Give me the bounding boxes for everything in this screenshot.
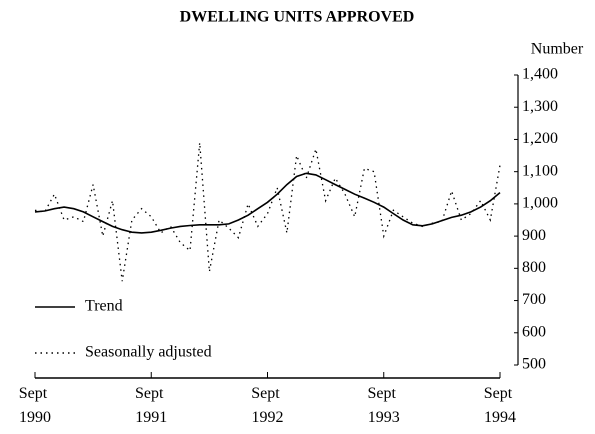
y-tick-label: 500: [522, 356, 546, 373]
x-tick-label: Sept 1990: [19, 385, 51, 426]
chart-title: DWELLING UNITS APPROVED: [180, 9, 415, 26]
x-tick-label: Sept 1994: [484, 385, 516, 426]
series-line: [34, 172, 501, 234]
y-tick-label: 700: [522, 291, 546, 308]
y-tick-label: 1,000: [522, 195, 558, 212]
x-tick-label: Sept 1992: [251, 385, 283, 426]
y-tick-label: 1,300: [522, 98, 558, 115]
y-tick-label: 1,400: [522, 66, 558, 83]
series-line: [34, 142, 501, 282]
y-tick-label: 600: [522, 323, 546, 340]
legend-label: Trend: [85, 298, 123, 315]
y-tick-label: 1,200: [522, 130, 558, 147]
legend-label: Seasonally adjusted: [85, 344, 212, 361]
x-tick-label: Sept 1993: [368, 385, 400, 426]
y-tick-label: 900: [522, 227, 546, 244]
y-tick-label: 800: [522, 259, 546, 276]
x-tick-label: Sept 1991: [135, 385, 167, 426]
y-axis-label: Number: [531, 41, 584, 58]
y-tick-label: 1,100: [522, 162, 558, 179]
